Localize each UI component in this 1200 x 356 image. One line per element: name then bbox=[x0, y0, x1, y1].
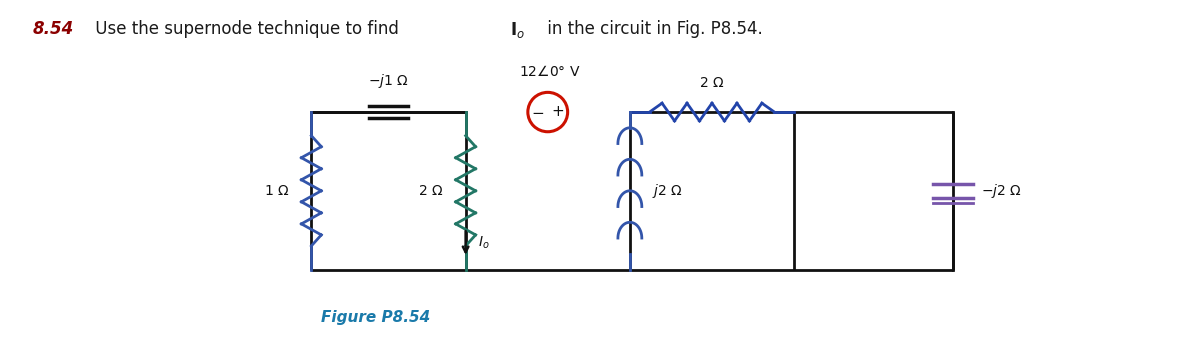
Text: $\mathbf{I}_o$: $\mathbf{I}_o$ bbox=[510, 21, 526, 41]
Text: $2\ \Omega$: $2\ \Omega$ bbox=[419, 184, 444, 198]
Text: Use the supernode technique to find: Use the supernode technique to find bbox=[90, 21, 404, 38]
Text: $12\angle 0°\ \mathrm{V}$: $12\angle 0°\ \mathrm{V}$ bbox=[518, 64, 581, 79]
Text: 8.54: 8.54 bbox=[32, 21, 74, 38]
Text: $+$: $+$ bbox=[551, 104, 564, 119]
Text: $j2\ \Omega$: $j2\ \Omega$ bbox=[652, 182, 683, 200]
Text: $I_o$: $I_o$ bbox=[478, 235, 490, 251]
Text: $1\ \Omega$: $1\ \Omega$ bbox=[264, 184, 289, 198]
Text: $-j2\ \Omega$: $-j2\ \Omega$ bbox=[982, 182, 1022, 200]
Text: $-j1\ \Omega$: $-j1\ \Omega$ bbox=[368, 72, 409, 90]
Text: $-$: $-$ bbox=[532, 104, 545, 119]
Text: $2\ \Omega$: $2\ \Omega$ bbox=[700, 77, 725, 90]
Text: Figure P8.54: Figure P8.54 bbox=[322, 310, 431, 325]
Text: in the circuit in Fig. P8.54.: in the circuit in Fig. P8.54. bbox=[542, 21, 763, 38]
